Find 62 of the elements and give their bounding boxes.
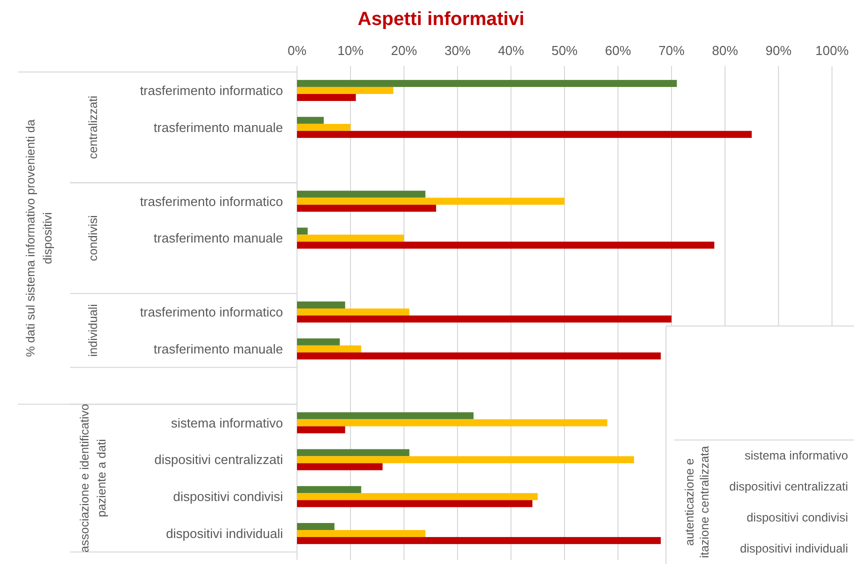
y-tick-label: dispositivi condivisi [173, 489, 284, 504]
bar [297, 308, 410, 316]
x-tick-label: 80% [712, 43, 738, 58]
category-label: dispositivi centralizzati [729, 480, 848, 494]
text: centralizzati [86, 96, 100, 160]
bar [297, 338, 340, 346]
y-tick-label: trasferimento informatico [140, 83, 283, 98]
x-tick-label: 40% [498, 43, 524, 58]
x-tick-label: 90% [765, 43, 792, 58]
bar [297, 198, 564, 205]
bar [297, 419, 608, 426]
bar [297, 463, 383, 470]
y-tick-label: sistema informativo [171, 415, 283, 430]
bar [297, 130, 752, 138]
bar [297, 352, 661, 360]
y-tick-label: trasferimento manuale [154, 230, 283, 246]
bar [297, 301, 346, 308]
bar [297, 228, 308, 235]
bar [297, 316, 672, 323]
y-tick-label: trasferimento informatico [140, 194, 283, 209]
bar [297, 204, 436, 212]
bar [297, 412, 474, 420]
bar [297, 124, 350, 131]
category-label: sistema informativo [744, 448, 848, 463]
x-tick-label: 10% [337, 43, 364, 58]
bar [297, 523, 334, 530]
bar [297, 530, 426, 538]
text: % dati sul sistema informativo provenienti da dispositivi [24, 119, 55, 357]
bar [297, 190, 426, 198]
x-tick-label: 50% [551, 43, 578, 58]
bar [297, 537, 661, 544]
bar [297, 94, 356, 101]
bar [297, 500, 532, 508]
x-tick-label: 70% [658, 43, 685, 58]
x-tick-label: 0% [288, 43, 307, 58]
bar [297, 242, 714, 249]
y-tick-label: dispositivi centralizzati [154, 452, 284, 468]
y-tick-label: trasferimento manuale [154, 341, 283, 356]
chart-title: Aspetti informativi [358, 9, 524, 30]
x-tick-label: 100% [815, 43, 850, 58]
bar [297, 493, 538, 500]
bar [297, 234, 404, 242]
category-label: dispositivi condivisi [746, 510, 848, 525]
y-tick-label: trasferimento informatico [140, 304, 283, 320]
bar [297, 80, 677, 87]
bar [297, 345, 362, 352]
text: associazione e identificativo paziente a dati [78, 403, 109, 553]
bar [297, 86, 394, 94]
bar [297, 116, 324, 124]
bar [297, 486, 362, 494]
y-tick-label: dispositivi individuali [166, 526, 284, 542]
bar [297, 456, 634, 464]
x-tick-label: 60% [604, 43, 632, 58]
y-tick-label: trasferimento manuale [154, 120, 283, 135]
x-tick-label: 30% [444, 43, 471, 58]
x-tick-label: 20% [390, 43, 418, 58]
category-label: dispositivi individuali [740, 542, 848, 556]
text: autenticazione e itazione centralizzata [682, 446, 712, 558]
bar [297, 449, 410, 456]
text: condivisi [86, 215, 100, 262]
bar [297, 426, 346, 434]
text: individuali [86, 304, 100, 357]
